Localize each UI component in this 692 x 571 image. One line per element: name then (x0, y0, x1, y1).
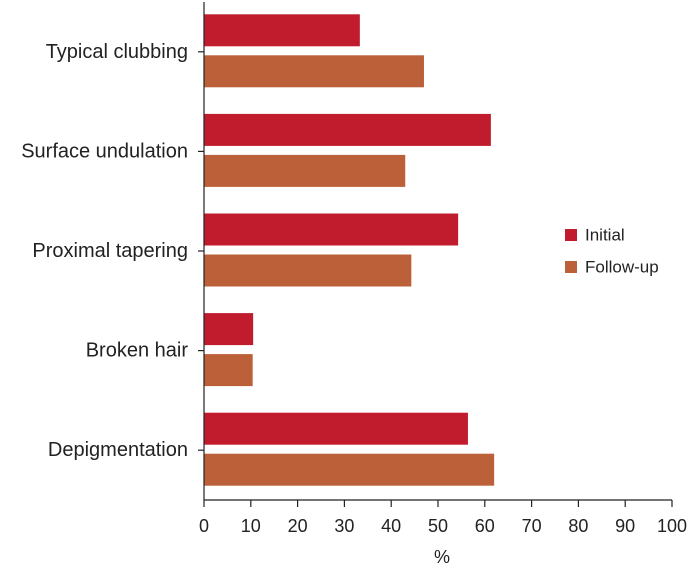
bar-follow-up-4 (204, 453, 495, 486)
bar-follow-up-2 (204, 254, 412, 287)
legend-label: Initial (585, 226, 625, 245)
x-tick-label: 40 (381, 516, 401, 536)
legend-swatch (565, 261, 577, 273)
bar-follow-up-0 (204, 55, 424, 88)
bar-follow-up-3 (204, 354, 253, 387)
category-label: Surface undulation (21, 140, 188, 162)
bar-initial-3 (204, 313, 254, 346)
x-tick-label: 70 (522, 516, 542, 536)
category-label: Typical clubbing (46, 41, 188, 63)
x-tick-label: 90 (615, 516, 635, 536)
x-tick-label: 60 (475, 516, 495, 536)
category-labels: Typical clubbing Surface undulation Proxim… (21, 41, 204, 461)
legend: Initial Follow-up (565, 226, 659, 277)
x-tick-label: 10 (241, 516, 261, 536)
bars-group (204, 14, 495, 486)
legend-label: Follow-up (585, 258, 659, 277)
legend-swatch (565, 229, 577, 241)
category-label: Depigmentation (48, 439, 188, 461)
x-tick-label: 80 (568, 516, 588, 536)
x-tick-label: 100 (657, 516, 687, 536)
x-tick-label: 50 (428, 516, 448, 536)
category-label: Proximal tapering (32, 240, 188, 262)
bar-initial-2 (204, 213, 459, 246)
x-axis-ticks: 0 10 20 30 40 50 60 70 80 90 100 (199, 500, 687, 536)
bar-initial-0 (204, 14, 360, 47)
category-label: Broken hair (86, 340, 189, 362)
bar-follow-up-1 (204, 154, 406, 187)
x-tick-label: 0 (199, 516, 209, 536)
x-tick-label: 30 (334, 516, 354, 536)
x-axis-title: % (434, 547, 450, 567)
bar-initial-4 (204, 412, 468, 445)
bar-initial-1 (204, 113, 491, 146)
x-tick-label: 20 (288, 516, 308, 536)
